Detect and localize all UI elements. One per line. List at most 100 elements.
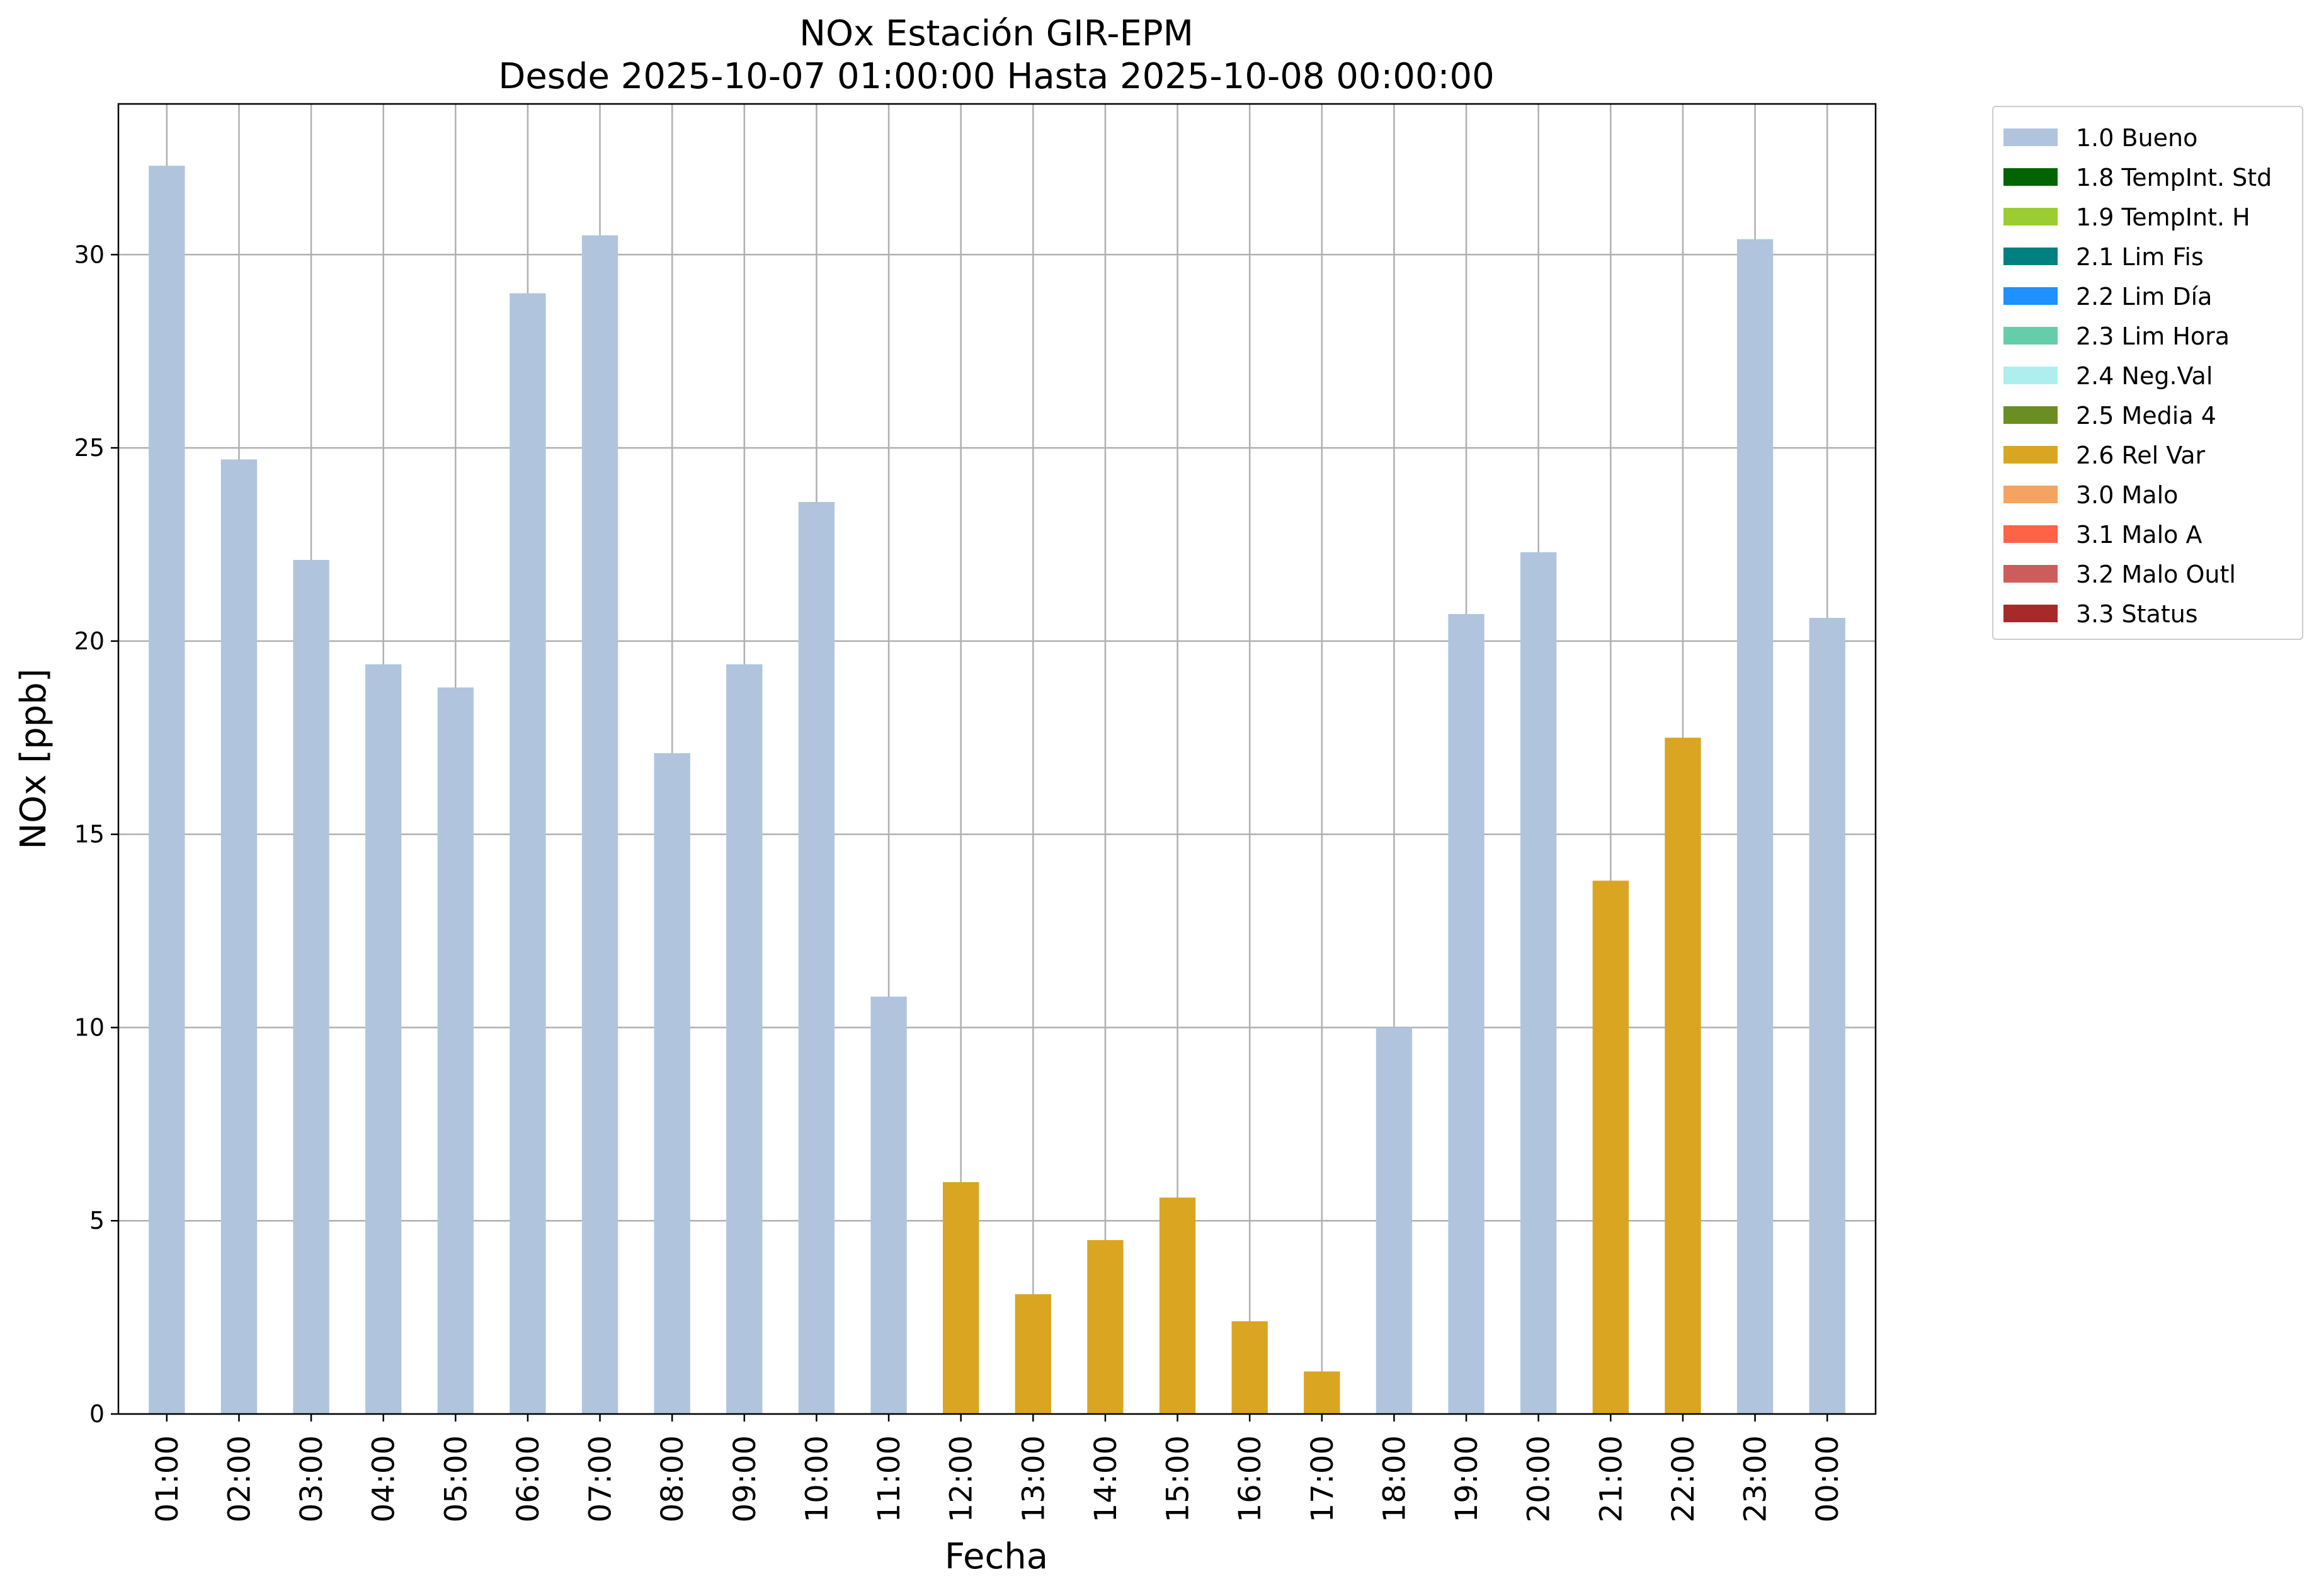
legend-label: 1.8 TempInt. Std <box>2076 164 2272 191</box>
x-axis-ticks: 01:00 02:00 03:00 04:00 05:00 06:00 07:00 08:00… <box>150 1414 1845 1522</box>
chart-title: NOx Estación GIR-EPM <box>799 13 1194 54</box>
x-tick-label-18: 19:00 <box>1449 1435 1484 1522</box>
bar-0900 <box>726 664 763 1414</box>
bars <box>149 166 1845 1415</box>
y-tick-label-0: 0 <box>89 1400 105 1428</box>
legend-item-10: 3.1 Malo A <box>1993 514 2302 554</box>
bar-2100 <box>1592 881 1629 1414</box>
legend-swatch <box>2003 565 2058 583</box>
x-tick-label-8: 09:00 <box>727 1435 763 1522</box>
legend-label: 3.2 Malo Outl <box>2076 561 2236 588</box>
bar-0800 <box>654 753 690 1414</box>
legend-item-9: 3.0 Malo <box>1993 474 2302 514</box>
legend-swatch <box>2003 605 2058 622</box>
bar-1500 <box>1159 1197 1196 1414</box>
bar-2300 <box>1736 239 1774 1414</box>
legend-swatch <box>2003 248 2058 265</box>
x-tick-label-10: 11:00 <box>872 1435 907 1522</box>
legend-label: 2.2 Lim Día <box>2076 283 2213 311</box>
y-tick-label-3: 15 <box>74 821 105 848</box>
bar-0300 <box>293 560 329 1415</box>
legend-label: 1.9 TempInt. H <box>2076 203 2250 231</box>
x-tick-label-2: 03:00 <box>294 1435 329 1522</box>
x-tick-label-23: 00:00 <box>1810 1435 1845 1522</box>
y-tick-label-6: 30 <box>74 241 105 268</box>
bar-0600 <box>510 293 546 1415</box>
y-tick-label-2: 10 <box>74 1013 105 1041</box>
y-tick-label-4: 20 <box>74 627 105 655</box>
x-tick-label-12: 13:00 <box>1016 1435 1051 1522</box>
bar-0100 <box>149 166 185 1414</box>
legend-label: 2.1 Lim Fis <box>2076 243 2204 271</box>
legend-label: 3.1 Malo A <box>2076 521 2202 549</box>
legend-item-11: 3.2 Malo Outl <box>1993 554 2302 593</box>
bar-2200 <box>1665 738 1701 1414</box>
bar-1300 <box>1015 1294 1051 1414</box>
legend-swatch <box>2003 327 2058 345</box>
x-tick-label-20: 21:00 <box>1593 1435 1629 1522</box>
legend-label: 3.0 Malo <box>2076 481 2179 509</box>
legend-swatch <box>2003 367 2058 384</box>
bar-2000 <box>1520 552 1557 1414</box>
plot-area-frame <box>117 103 1877 1415</box>
x-tick-label-6: 07:00 <box>583 1435 618 1522</box>
bar-0500 <box>437 687 474 1414</box>
bar-1800 <box>1376 1027 1413 1414</box>
x-tick-label-13: 14:00 <box>1088 1435 1124 1522</box>
x-tick-label-19: 20:00 <box>1522 1435 1557 1522</box>
legend-item-0: 1.0 Bueno <box>1993 117 2302 157</box>
y-tick-label-1: 5 <box>89 1207 105 1234</box>
bar-1600 <box>1231 1321 1268 1414</box>
legend-swatch <box>2003 287 2058 305</box>
legend-item-3: 2.1 Lim Fis <box>1993 236 2302 276</box>
bar-1400 <box>1087 1240 1124 1414</box>
legend-label: 2.5 Media 4 <box>2076 402 2216 430</box>
legend-swatch <box>2003 446 2058 464</box>
legend-item-12: 3.3 Status <box>1993 593 2302 633</box>
legend-swatch <box>2003 406 2058 424</box>
x-tick-label-0: 01:00 <box>150 1435 185 1522</box>
bar-1000 <box>798 501 835 1415</box>
legend-item-1: 1.8 TempInt. Std <box>1993 157 2302 197</box>
bar-1200 <box>943 1182 979 1414</box>
legend-item-7: 2.5 Media 4 <box>1993 395 2302 435</box>
legend-label: 3.3 Status <box>2076 600 2198 628</box>
x-tick-label-3: 04:00 <box>367 1435 402 1522</box>
bar-1700 <box>1304 1371 1340 1414</box>
legend-swatch <box>2003 486 2058 503</box>
legend-item-4: 2.2 Lim Día <box>1993 276 2302 316</box>
legend-label: 2.4 Neg.Val <box>2076 362 2213 390</box>
y-axis-label: NOx [ppb] <box>13 668 54 849</box>
x-tick-label-4: 05:00 <box>438 1435 474 1522</box>
legend-swatch <box>2003 128 2058 146</box>
x-tick-label-1: 02:00 <box>222 1435 257 1522</box>
chart-subtitle: Desde 2025-10-07 01:00:00 Hasta 2025-10-… <box>498 56 1495 97</box>
y-axis-ticks: 0 5 10 15 20 25 30 <box>74 241 118 1428</box>
bar-1900 <box>1448 613 1484 1414</box>
x-tick-label-15: 16:00 <box>1233 1435 1268 1522</box>
x-tick-label-7: 08:00 <box>655 1435 690 1522</box>
x-tick-label-17: 18:00 <box>1377 1435 1412 1522</box>
x-tick-label-9: 10:00 <box>799 1435 835 1522</box>
bar-1100 <box>870 996 907 1414</box>
x-axis-label: Fecha <box>945 1536 1048 1577</box>
x-tick-label-14: 15:00 <box>1161 1435 1196 1522</box>
x-tick-label-11: 12:00 <box>944 1435 979 1522</box>
legend-label: 2.6 Rel Var <box>2076 442 2206 469</box>
x-tick-label-21: 22:00 <box>1666 1435 1701 1522</box>
x-tick-label-16: 17:00 <box>1305 1435 1340 1522</box>
legend-swatch <box>2003 168 2058 186</box>
legend-label: 1.0 Bueno <box>2076 124 2198 152</box>
x-tick-label-22: 23:00 <box>1738 1435 1774 1522</box>
bar-0200 <box>220 459 258 1414</box>
legend-swatch <box>2003 525 2058 543</box>
y-tick-label-5: 25 <box>74 434 105 462</box>
bar-0000 <box>1809 618 1845 1415</box>
legend-item-2: 1.9 TempInt. H <box>1993 197 2302 236</box>
bar-0400 <box>365 664 402 1414</box>
x-tick-label-5: 06:00 <box>511 1435 546 1522</box>
legend-swatch <box>2003 208 2058 225</box>
legend-item-5: 2.3 Lim Hora <box>1993 316 2302 355</box>
legend-item-6: 2.4 Neg.Val <box>1993 355 2302 395</box>
legend: 1.0 Bueno 1.8 TempInt. Std 1.9 TempInt. H 2… <box>1992 106 2303 640</box>
